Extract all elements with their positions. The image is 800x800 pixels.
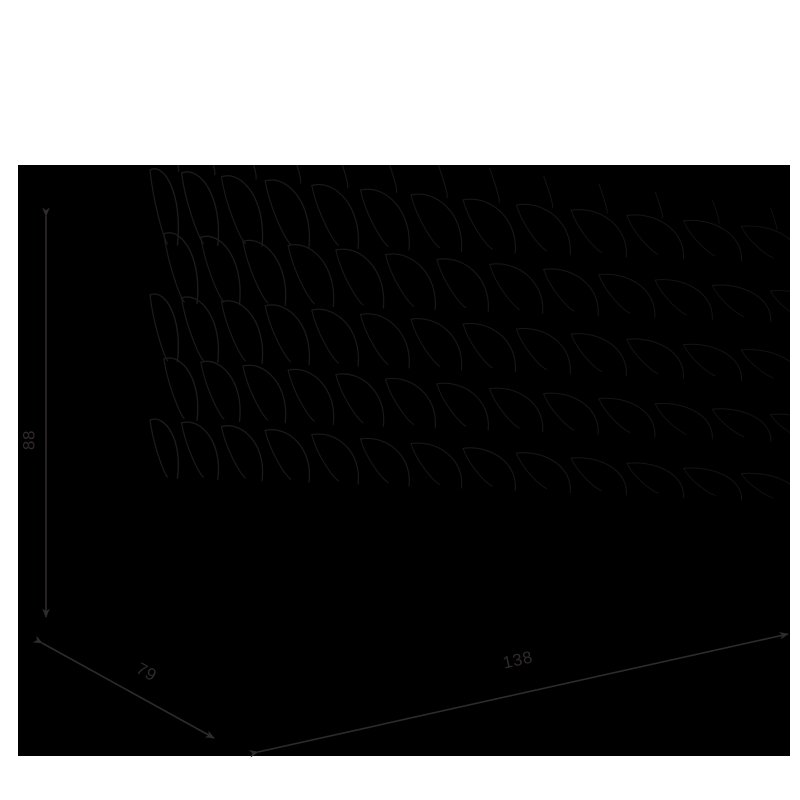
- height-dimension: 88: [19, 207, 50, 618]
- scale-pattern-group: [149, 165, 790, 501]
- depth-dimension-line: [32, 635, 215, 739]
- height-dimension-label: 88: [19, 430, 38, 450]
- width-dimension-line: [248, 632, 789, 758]
